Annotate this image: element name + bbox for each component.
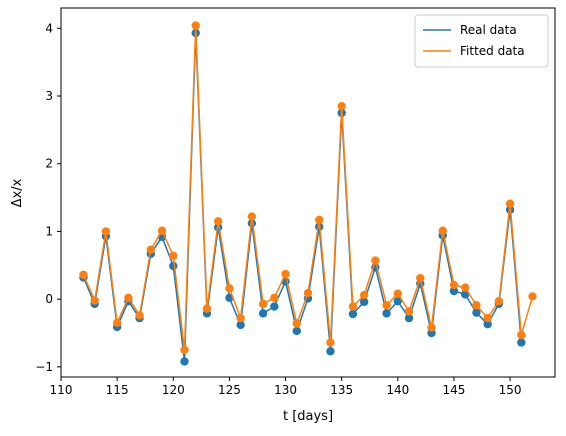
series-layer	[79, 21, 537, 366]
data-point	[393, 289, 403, 298]
x-tick-label: 140	[386, 383, 409, 397]
data-point	[180, 357, 189, 366]
data-point	[258, 299, 268, 309]
x-tick-label: 110	[50, 383, 73, 397]
data-point	[472, 301, 481, 310]
data-point	[416, 273, 425, 283]
data-point	[460, 290, 470, 299]
data-point	[135, 311, 144, 320]
data-point	[483, 319, 492, 329]
data-point	[517, 338, 526, 347]
data-point	[460, 283, 470, 292]
y-tick-label: 3	[45, 89, 53, 103]
data-point	[438, 226, 447, 235]
data-point	[393, 296, 403, 306]
data-point	[270, 302, 279, 311]
x-axis-label: t [days]	[283, 409, 333, 424]
y-tick-label: 2	[45, 157, 53, 171]
data-point	[213, 217, 223, 226]
data-point	[236, 313, 245, 323]
x-tick-label: 120	[162, 383, 185, 397]
data-point	[146, 245, 156, 254]
legend-box	[414, 14, 549, 68]
data-point	[326, 347, 335, 356]
data-point	[427, 323, 436, 332]
data-point	[157, 226, 167, 235]
data-point	[449, 286, 459, 296]
data-point	[371, 256, 380, 265]
data-point	[124, 293, 133, 302]
data-point	[247, 212, 257, 221]
data-point	[472, 308, 481, 317]
series-0	[79, 28, 526, 366]
data-point	[169, 261, 178, 271]
data-point	[90, 296, 99, 305]
data-point	[337, 101, 346, 111]
legend-label: Real data	[460, 23, 517, 37]
series-line	[82, 32, 523, 363]
data-point	[101, 227, 111, 236]
series-1	[79, 21, 537, 355]
y-tick-label: 4	[45, 21, 53, 35]
x-tick-label: 125	[218, 383, 241, 397]
x-tick-label: 145	[443, 383, 466, 397]
data-point	[359, 290, 369, 300]
legend: Real data Fitted data	[414, 14, 549, 68]
data-point	[303, 288, 313, 298]
data-point	[494, 296, 504, 306]
y-axis-label: Δx/x	[10, 178, 25, 207]
data-point	[180, 345, 189, 355]
data-point	[270, 293, 279, 302]
data-point	[169, 251, 178, 261]
data-point	[112, 318, 122, 328]
data-point	[326, 338, 335, 347]
data-point	[281, 269, 290, 279]
x-axis: 110 115 120 125 130 135 140 145 150	[50, 377, 522, 397]
data-point	[348, 302, 358, 311]
data-point	[79, 270, 88, 279]
data-point	[505, 199, 515, 208]
data-point	[528, 292, 537, 301]
x-tick-label: 115	[106, 383, 129, 397]
data-point	[292, 326, 301, 336]
data-point	[449, 280, 459, 290]
data-point	[258, 309, 268, 318]
data-point	[236, 320, 245, 330]
y-tick-label: −1	[35, 360, 53, 374]
y-axis: −1 0 1 2 3 4	[35, 21, 61, 374]
data-point	[191, 21, 200, 30]
data-point	[292, 319, 301, 328]
data-point	[359, 297, 369, 307]
data-point	[382, 301, 391, 310]
data-point	[225, 284, 234, 293]
data-point	[382, 309, 391, 318]
data-point	[483, 313, 492, 323]
x-tick-label: 135	[330, 383, 353, 397]
data-point	[202, 304, 212, 313]
legend-label: Fitted data	[460, 44, 525, 58]
data-point	[404, 307, 414, 316]
y-tick-label: 0	[45, 292, 53, 306]
data-point	[404, 313, 414, 323]
plot-frame	[60, 7, 556, 378]
y-tick-label: 1	[45, 224, 53, 238]
data-point	[315, 215, 324, 225]
data-point	[517, 330, 526, 340]
data-point	[348, 309, 358, 319]
x-tick-label: 150	[499, 383, 522, 397]
x-tick-label: 130	[274, 383, 297, 397]
